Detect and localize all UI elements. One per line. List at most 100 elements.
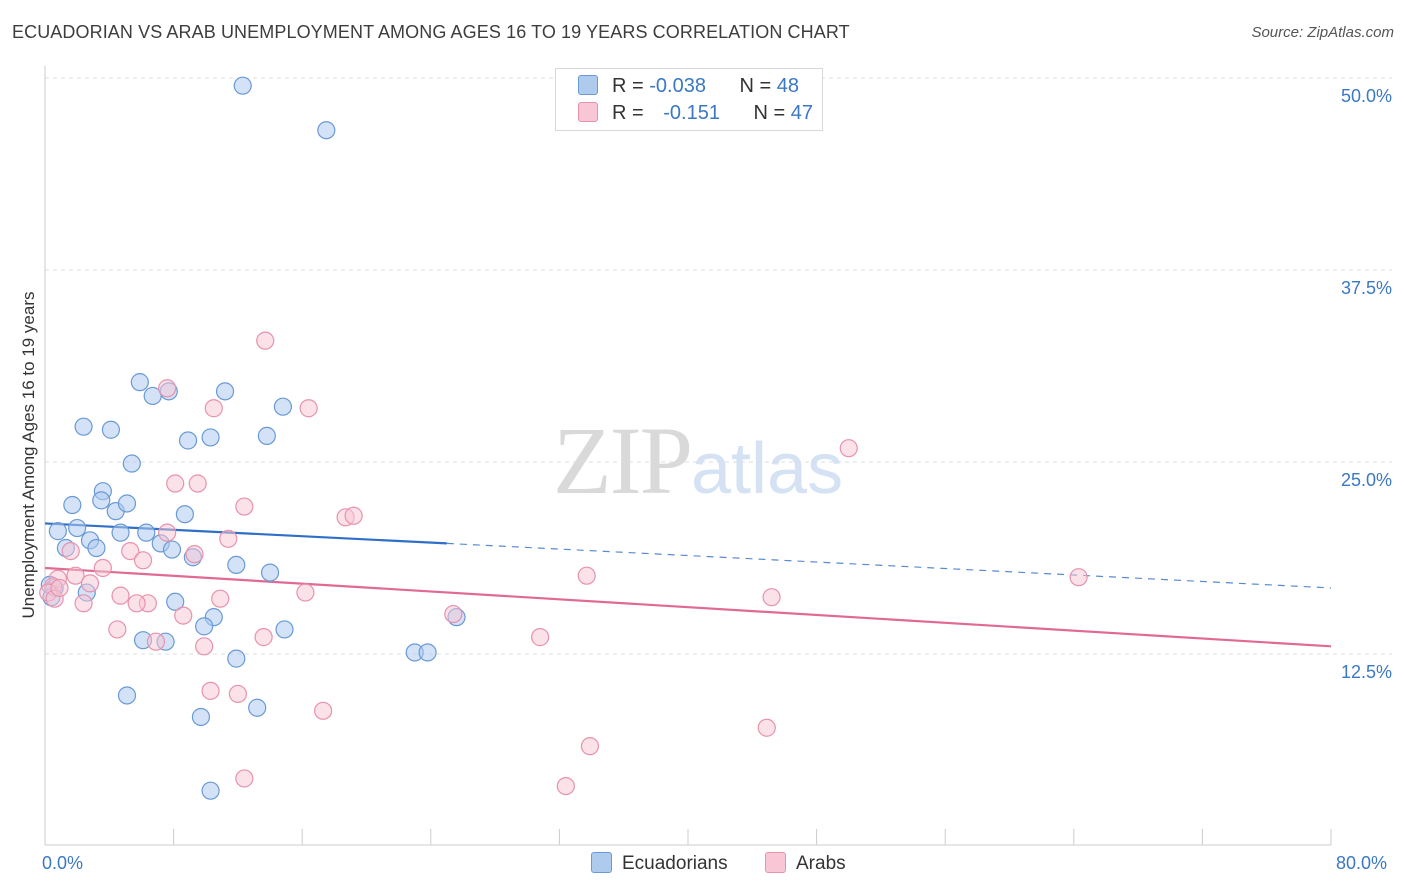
ecuadorian-point-13 <box>122 454 141 473</box>
ecuadorian-point-48 <box>201 781 220 800</box>
ecuadorian-point-46 <box>191 707 211 727</box>
ecuadorians-trend-extension <box>446 542 1332 589</box>
arab-point-25 <box>174 606 193 625</box>
arab-point-35 <box>146 632 166 651</box>
axes <box>44 66 1332 846</box>
bottom-legend-arabs: Arabs <box>765 852 846 875</box>
arab-point-11 <box>219 529 238 548</box>
arab-point-1 <box>158 379 177 398</box>
source-label: Source: ZipAtlas.com <box>1251 24 1394 41</box>
arab-point-23 <box>111 586 130 605</box>
legend-n-value: 47 <box>790 102 814 124</box>
arab-point-2 <box>204 399 223 418</box>
arab-point-30 <box>762 588 781 607</box>
arab-point-33 <box>444 604 463 624</box>
arab-point-36 <box>195 637 214 656</box>
arab-point-28 <box>296 583 315 602</box>
arab-point-39 <box>201 681 220 700</box>
ecuadorian-point-9 <box>201 428 220 447</box>
legend-r-label: R = <box>612 75 644 97</box>
arab-point-14 <box>185 545 204 564</box>
arab-point-9 <box>344 506 363 525</box>
ecuadorian-point-1 <box>317 121 336 140</box>
arab-point-7 <box>235 497 254 516</box>
watermark-atlas: atlas <box>691 429 844 509</box>
arab-point-43 <box>580 737 600 756</box>
grid-lines <box>45 77 1392 655</box>
ecuadorian-point-4 <box>101 420 121 439</box>
arab-point-46 <box>50 578 69 598</box>
y-tick-label-0: 12.5% <box>1340 662 1392 682</box>
ecuadorian-point-0 <box>233 76 252 95</box>
arab-point-0 <box>256 331 275 350</box>
ecuadorians-trend-line <box>44 522 447 545</box>
ecuadorian-point-23 <box>111 523 130 542</box>
y-tick-label-3: 50.0% <box>1340 86 1392 106</box>
legend-n-label: N = <box>739 75 772 97</box>
ecuadorian-point-35 <box>166 592 185 611</box>
ecuadorian-point-20 <box>68 518 87 538</box>
arab-point-3 <box>299 399 318 418</box>
arabs-points <box>39 331 1088 796</box>
ecuadorian-point-11 <box>257 426 276 445</box>
arab-point-34 <box>108 620 127 639</box>
bottom-legend-ecuadorians: Ecuadorians <box>591 852 728 875</box>
watermark-zip: ZIP <box>553 407 693 514</box>
ecuadorian-point-18 <box>117 494 137 513</box>
ecuadorian-point-28 <box>227 555 246 575</box>
ecuadorian-point-8 <box>178 431 198 450</box>
trend-lines <box>44 522 1332 648</box>
arab-point-26 <box>127 594 146 613</box>
ecuadorian-point-44 <box>227 649 246 668</box>
bottom-legend-swatch-blue <box>591 852 612 873</box>
legend-n-value: 48 <box>776 75 800 97</box>
arab-point-41 <box>313 701 333 720</box>
arab-point-12 <box>61 541 80 561</box>
y-tick-label-1: 25.0% <box>1340 470 1392 490</box>
legend-n-label: N = <box>753 102 786 124</box>
x-tick-min: 0.0% <box>42 853 84 873</box>
ecuadorian-point-40 <box>275 620 294 639</box>
arab-point-29 <box>577 566 596 585</box>
arab-point-5 <box>166 474 185 493</box>
watermark: ZIPatlas <box>553 405 843 516</box>
legend-r-value: -0.038 <box>649 75 706 97</box>
arab-point-27 <box>211 589 230 608</box>
arab-point-40 <box>228 684 247 704</box>
legend-row-ecuadorians: R = -0.038 N = 48 <box>578 75 799 99</box>
arab-point-31 <box>1069 568 1088 587</box>
legend-swatch-blue <box>578 75 598 95</box>
ecuadorian-point-12 <box>273 397 293 416</box>
arab-point-32 <box>74 594 93 613</box>
legend-swatch-pink <box>578 102 598 122</box>
arab-point-18 <box>66 566 85 585</box>
ecuadorian-point-19 <box>175 505 194 524</box>
arab-point-4 <box>839 439 858 458</box>
arab-point-15 <box>133 551 153 570</box>
correlation-legend: R = -0.038 N = 48 R = -0.151 N = 47 <box>555 68 823 131</box>
ecuadorian-point-37 <box>195 617 214 636</box>
ecuadorian-point-15 <box>92 491 111 510</box>
ecuadorian-point-10 <box>215 382 235 401</box>
ecuadorian-point-45 <box>117 686 137 705</box>
arab-point-16 <box>93 558 112 578</box>
bottom-legend-label-arabs: Arabs <box>796 853 846 874</box>
arab-point-6 <box>188 474 207 493</box>
arab-point-42 <box>757 718 776 737</box>
arab-point-19 <box>80 574 100 593</box>
ecuadorian-point-43 <box>418 643 437 662</box>
arab-point-44 <box>556 776 575 796</box>
arab-point-13 <box>121 541 140 561</box>
arab-point-10 <box>158 523 177 542</box>
ecuadorian-point-26 <box>162 540 182 559</box>
arabs-trend-line <box>44 566 1332 648</box>
arab-point-37 <box>254 628 273 647</box>
ecuadorians-points <box>40 76 466 800</box>
ecuadorian-point-3 <box>74 417 93 436</box>
ecuadorian-point-16 <box>63 495 82 515</box>
bottom-legend-swatch-pink <box>765 852 786 873</box>
legend-row-arabs: R = -0.151 N = 47 <box>578 102 813 126</box>
bottom-legend-label-ecuadorians: Ecuadorians <box>622 853 728 874</box>
arab-point-38 <box>531 628 550 647</box>
